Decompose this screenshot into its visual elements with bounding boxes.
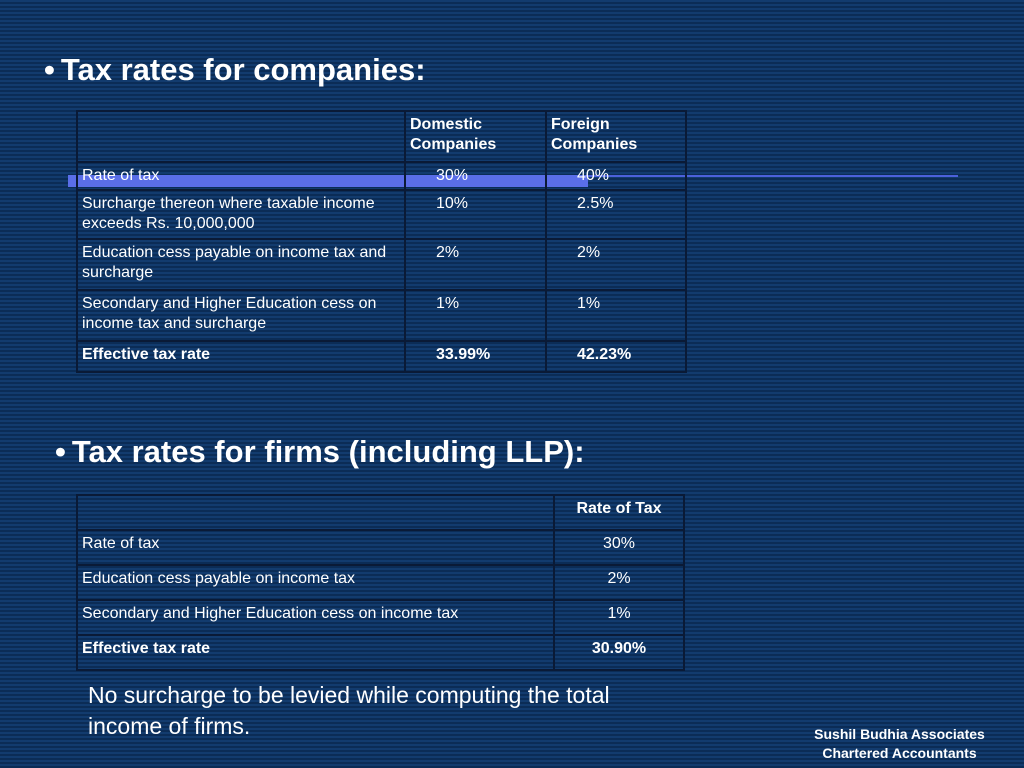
table-row: Education cess payable on income tax 2% xyxy=(76,564,685,601)
domestic-value: 2% xyxy=(404,238,547,291)
bullet-icon: • xyxy=(44,52,55,87)
firms-tax-table: Rate of Tax Rate of tax 30% Education ce… xyxy=(76,494,685,671)
effective-rate-label: Effective tax rate xyxy=(76,340,406,373)
firm-designation: Chartered Accountants xyxy=(822,745,977,761)
companies-tax-table: Domestic Companies Foreign Companies Rat… xyxy=(76,110,687,373)
table-row: Rate of tax 30% 40% xyxy=(76,161,687,191)
effective-domestic-value: 33.99% xyxy=(404,340,547,373)
companies-section-title: • Tax rates for companies: xyxy=(44,52,426,88)
row-label: Rate of tax xyxy=(76,529,555,566)
row-label: Secondary and Higher Education cess on i… xyxy=(76,599,555,636)
effective-foreign-value: 42.23% xyxy=(545,340,687,373)
firm-name: Sushil Budhia Associates xyxy=(814,726,985,742)
firms-title-text: Tax rates for firms (including LLP): xyxy=(71,434,585,469)
row-label: Rate of tax xyxy=(76,161,406,191)
rate-value: 1% xyxy=(553,599,685,636)
header-cell-empty xyxy=(76,110,406,163)
firms-surcharge-note: No surcharge to be levied while computin… xyxy=(88,682,610,739)
table-row: Education cess payable on income tax and… xyxy=(76,238,687,291)
rate-value: 2% xyxy=(553,564,685,601)
foreign-value: 40% xyxy=(545,161,687,191)
header-cell-empty xyxy=(76,494,555,531)
table-row: Secondary and Higher Education cess on i… xyxy=(76,289,687,342)
foreign-value: 1% xyxy=(545,289,687,342)
footer-firm-name: Sushil Budhia Associates Chartered Accou… xyxy=(792,725,1007,763)
companies-title-text: Tax rates for companies: xyxy=(60,52,426,87)
header-foreign-companies: Foreign Companies xyxy=(545,110,687,163)
foreign-value: 2.5% xyxy=(545,189,687,240)
effective-rate-row: Effective tax rate 30.90% xyxy=(76,634,685,671)
effective-rate-row: Effective tax rate 33.99% 42.23% xyxy=(76,340,687,373)
domestic-value: 30% xyxy=(404,161,547,191)
table-header-row: Domestic Companies Foreign Companies xyxy=(76,110,687,163)
row-label: Education cess payable on income tax and… xyxy=(76,238,406,291)
row-label: Education cess payable on income tax xyxy=(76,564,555,601)
table-row: Rate of tax 30% xyxy=(76,529,685,566)
bullet-icon: • xyxy=(55,434,66,469)
effective-rate-value: 30.90% xyxy=(553,634,685,671)
effective-rate-label: Effective tax rate xyxy=(76,634,555,671)
table-row: Secondary and Higher Education cess on i… xyxy=(76,599,685,636)
table-header-row: Rate of Tax xyxy=(76,494,685,531)
foreign-value: 2% xyxy=(545,238,687,291)
domestic-value: 10% xyxy=(404,189,547,240)
header-rate-of-tax: Rate of Tax xyxy=(553,494,685,531)
firms-section-title: • Tax rates for firms (including LLP): xyxy=(55,434,585,470)
table-row: Surcharge thereon where taxable income e… xyxy=(76,189,687,240)
domestic-value: 1% xyxy=(404,289,547,342)
header-domestic-companies: Domestic Companies xyxy=(404,110,547,163)
rate-value: 30% xyxy=(553,529,685,566)
row-label: Surcharge thereon where taxable income e… xyxy=(76,189,406,240)
row-label: Secondary and Higher Education cess on i… xyxy=(76,289,406,342)
